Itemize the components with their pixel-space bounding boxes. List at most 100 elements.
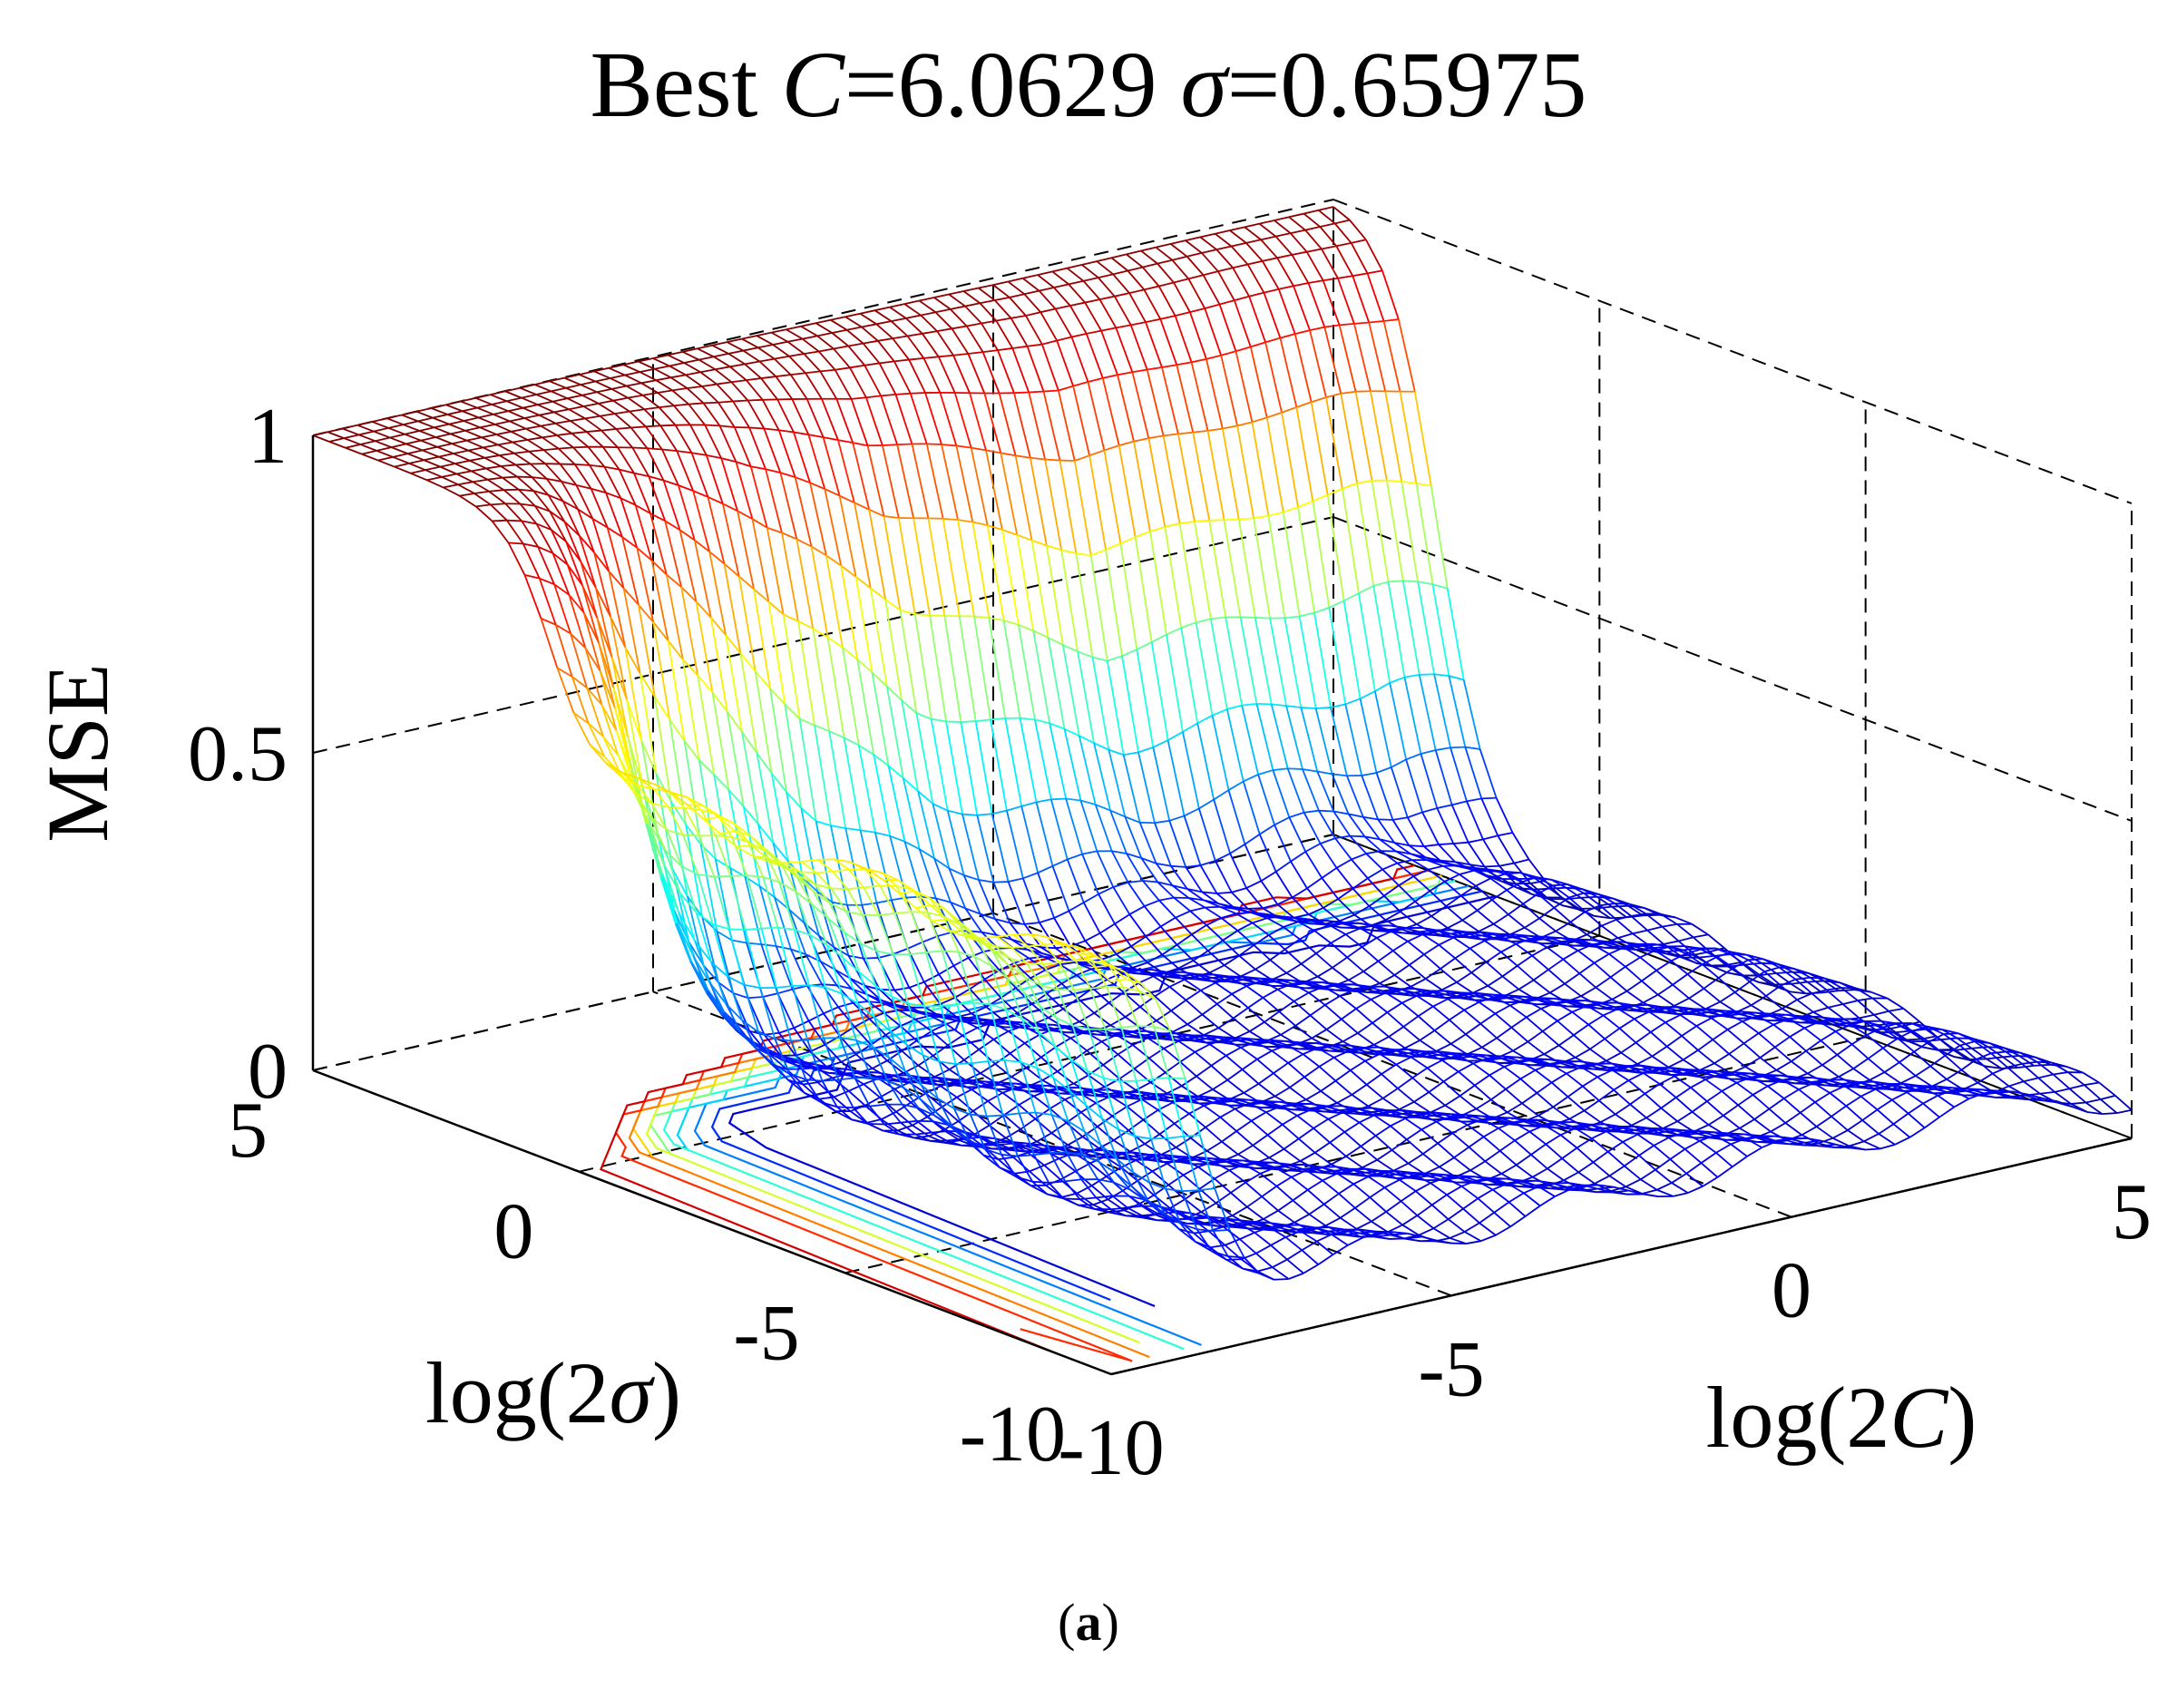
mesh-line — [986, 1083, 1003, 1094]
mesh-line — [803, 353, 821, 373]
mesh-line — [1676, 923, 1694, 939]
mesh-line — [1350, 242, 1369, 274]
mesh-line — [933, 293, 950, 298]
mesh-line — [870, 587, 886, 600]
mesh-line — [1641, 970, 1657, 982]
mesh-line — [844, 316, 863, 328]
mesh-line — [1838, 989, 1855, 992]
mesh-line — [522, 542, 539, 548]
mesh-line — [571, 433, 589, 448]
mesh-line — [1501, 975, 1519, 991]
mesh-line — [1088, 449, 1105, 457]
mesh-line — [405, 443, 424, 452]
mesh-line — [1051, 270, 1069, 286]
mesh-line — [1012, 1157, 1030, 1173]
mesh-line — [1186, 888, 1203, 893]
mesh-line — [638, 357, 654, 363]
mesh-line — [1323, 327, 1342, 395]
mesh-line — [1143, 288, 1162, 320]
mesh-line — [874, 306, 891, 312]
mesh-line — [1351, 239, 1367, 244]
mesh-line — [475, 394, 491, 399]
mesh-line — [527, 436, 542, 441]
mesh-line — [831, 332, 849, 347]
mesh-line — [1224, 964, 1242, 978]
mesh-line — [1010, 315, 1027, 319]
mesh-line — [698, 358, 716, 371]
mesh-line — [1333, 222, 1352, 244]
mesh-line — [1458, 1062, 1474, 1073]
mesh-line — [730, 381, 749, 402]
mesh-line — [790, 1040, 807, 1080]
mesh-line — [1046, 992, 1064, 1010]
mesh-line — [1857, 1000, 1875, 1016]
mesh-line — [1388, 1036, 1406, 1049]
mesh-line — [1041, 339, 1058, 346]
mesh-line — [629, 408, 645, 413]
mesh-line — [777, 429, 796, 478]
mesh-line — [922, 935, 938, 943]
mesh-line — [881, 444, 900, 519]
mesh-line — [1504, 1059, 1519, 1068]
mesh-line — [1196, 723, 1215, 800]
mesh-line — [1233, 1017, 1251, 1032]
mesh-line — [1165, 522, 1180, 528]
mesh-line — [1204, 906, 1222, 919]
mesh-line — [719, 833, 737, 848]
mesh-line — [1362, 772, 1377, 776]
mesh-line — [634, 504, 653, 561]
mesh-line — [993, 299, 1012, 319]
mesh-line — [1055, 305, 1071, 310]
mesh-line — [443, 483, 459, 489]
mesh-line — [1695, 1025, 1713, 1040]
mesh-line — [1106, 660, 1125, 756]
mesh-line — [1261, 978, 1277, 982]
mesh-line — [1186, 1023, 1205, 1036]
mesh-line — [670, 376, 688, 389]
mesh-line — [744, 929, 761, 989]
mesh-line — [954, 988, 971, 999]
mesh-line — [1056, 336, 1072, 342]
mesh-line — [1565, 886, 1582, 899]
mesh-line — [1360, 927, 1378, 939]
mesh-line — [867, 1000, 885, 1014]
mesh-line — [1292, 982, 1310, 994]
mesh-line — [902, 777, 921, 850]
mesh-line — [454, 463, 473, 473]
mesh-line — [1026, 346, 1045, 392]
mesh-line — [1083, 893, 1099, 903]
mesh-line — [794, 928, 811, 936]
mesh-line — [1170, 865, 1188, 890]
mesh-line — [1514, 933, 1531, 940]
mesh-line — [1485, 961, 1504, 978]
mesh-line — [1450, 746, 1466, 749]
mesh-line — [1542, 1020, 1558, 1032]
mesh-line — [1302, 1053, 1320, 1068]
mesh-line — [1072, 386, 1090, 456]
mesh-line — [1077, 650, 1093, 659]
mesh-line — [621, 536, 639, 605]
mesh-line — [356, 421, 373, 426]
contour-lines — [599, 864, 1497, 1362]
mesh-line — [719, 830, 736, 835]
mesh-line — [1163, 433, 1179, 437]
mesh-line — [508, 406, 523, 413]
mesh-line — [1189, 906, 1206, 913]
mesh-line — [1142, 880, 1160, 902]
mesh-line — [1472, 1057, 1489, 1065]
mesh-line — [1065, 798, 1083, 854]
mesh-line — [600, 428, 617, 432]
mesh-line — [993, 1030, 1010, 1040]
mesh-line — [598, 403, 616, 415]
mesh-line — [1144, 1143, 1162, 1156]
mesh-line — [1524, 917, 1540, 929]
mesh-line — [701, 916, 719, 983]
mesh-line — [1341, 1008, 1357, 1020]
mesh-line — [1309, 326, 1325, 331]
mesh-line — [1192, 432, 1211, 521]
mesh-line — [1432, 1005, 1450, 1021]
mesh-line — [624, 374, 642, 385]
mesh-line — [883, 515, 899, 519]
mesh-line — [1173, 896, 1191, 913]
mesh-line — [645, 425, 663, 451]
